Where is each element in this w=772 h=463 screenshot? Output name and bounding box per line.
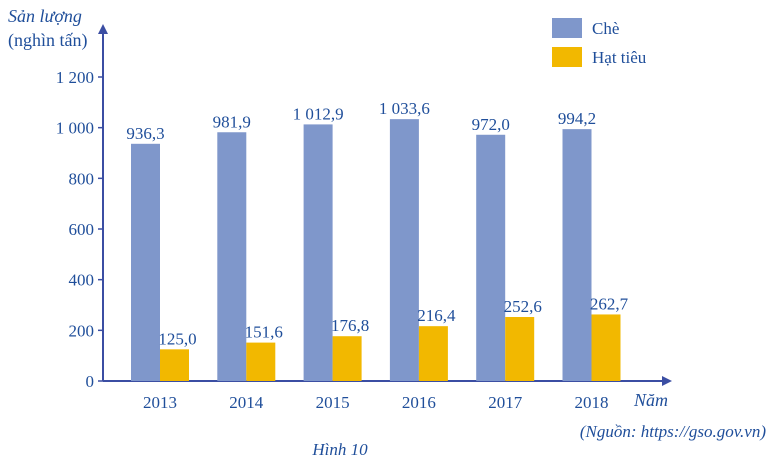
x-tick-label: 2015 <box>316 393 350 412</box>
y-tick-label: 600 <box>69 220 95 239</box>
bar-hat-tieu <box>591 314 621 381</box>
source-note: (Nguồn: https://gso.gov.vn) <box>580 422 767 441</box>
bar-che <box>389 119 419 381</box>
bar-hat-tieu <box>418 326 448 381</box>
value-label-che: 981,9 <box>213 112 251 131</box>
y-tick-label: 400 <box>69 271 95 290</box>
y-axis-title-line2: (nghìn tấn) <box>8 30 87 51</box>
bar-che <box>562 129 592 381</box>
x-ticks: 2013 2014 2015 2016 2017 2018 <box>143 393 609 412</box>
y-tick-label: 0 <box>86 372 95 391</box>
value-label-che: 994,2 <box>558 109 596 128</box>
bar-hat-tieu <box>160 349 189 381</box>
x-tick-label: 2016 <box>402 393 436 412</box>
y-tick-label: 200 <box>69 321 95 340</box>
legend-label-che: Chè <box>592 19 619 38</box>
x-tick-label: 2017 <box>488 393 523 412</box>
bar-hat-tieu <box>505 317 535 381</box>
y-tick-label: 800 <box>69 169 95 188</box>
legend: Chè Hạt tiêu <box>552 18 647 67</box>
value-label-che: 936,3 <box>126 124 164 143</box>
bar-hat-tieu <box>246 342 276 381</box>
y-ticks: 0 200 400 600 800 1 000 1 200 <box>56 68 103 391</box>
value-label-che: 972,0 <box>472 115 510 134</box>
legend-swatch-hat-tieu <box>552 47 582 67</box>
bar-che <box>131 143 160 381</box>
value-label-hat-tieu: 216,4 <box>417 306 456 325</box>
legend-swatch-che <box>552 18 582 38</box>
bar-che <box>217 132 247 381</box>
value-label-hat-tieu: 262,7 <box>590 294 629 313</box>
value-label-hat-tieu: 252,6 <box>504 297 542 316</box>
value-label-hat-tieu: 151,6 <box>245 323 283 342</box>
value-label-che: 1 033,6 <box>379 99 430 118</box>
bar-che <box>303 124 333 381</box>
x-tick-label: 2018 <box>575 393 609 412</box>
y-axis-title-line1: Sản lượng <box>8 6 82 26</box>
value-label-hat-tieu: 125,0 <box>158 329 196 348</box>
x-tick-label: 2014 <box>229 393 264 412</box>
bar-hat-tieu <box>332 336 362 381</box>
bar-che <box>476 134 506 381</box>
figure-caption: Hình 10 <box>311 440 368 459</box>
y-tick-label: 1 200 <box>56 68 94 87</box>
value-label-che: 1 012,9 <box>293 104 344 123</box>
legend-label-hat-tieu: Hạt tiêu <box>592 48 647 67</box>
bars: 936,3 125,0 981,9 151,6 1 012,9 176,8 1 033,6 2… <box>126 99 629 381</box>
x-tick-label: 2013 <box>143 393 177 412</box>
x-axis-title: Năm <box>633 390 668 410</box>
value-label-hat-tieu: 176,8 <box>331 316 369 335</box>
y-tick-label: 1 000 <box>56 119 94 138</box>
